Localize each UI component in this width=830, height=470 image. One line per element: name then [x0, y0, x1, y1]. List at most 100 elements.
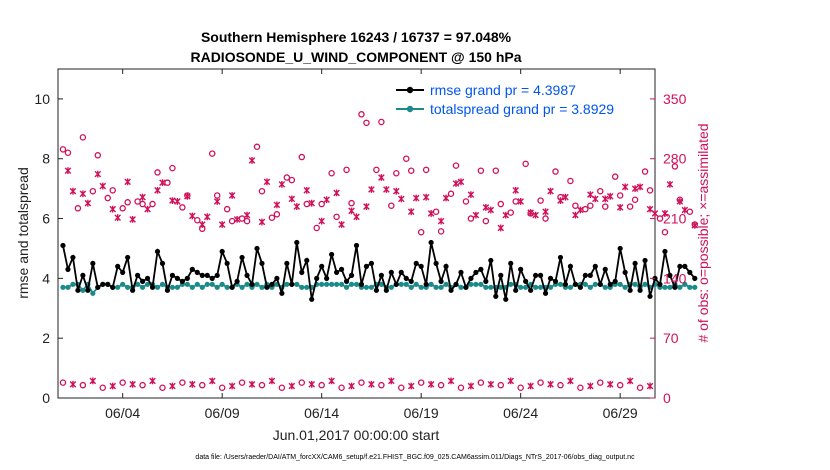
- y-axis-label-right: # of obs: o=possible; ×=assimilated: [695, 123, 711, 342]
- obs-count-series: [59, 111, 699, 391]
- obs-possible-point: [582, 205, 589, 213]
- obs-possible-point: [64, 149, 72, 156]
- obs-assimilated-point: [601, 195, 609, 203]
- obs-assimilated-point: [422, 193, 430, 201]
- obs-possible-low-point: [417, 379, 425, 386]
- obs-assimilated-point: [532, 211, 539, 219]
- rmse-point: [518, 266, 524, 272]
- obs-assimilated-point: [233, 216, 241, 223]
- y-axis-label-left: rmse and totalspread: [15, 167, 31, 299]
- rmse-point: [144, 275, 151, 281]
- totalspread-point: [219, 281, 225, 287]
- obs-assimilated-low-point: [208, 377, 216, 385]
- obs-possible-point: [124, 199, 131, 206]
- obs-assimilated-low-point: [388, 377, 395, 385]
- rmse-point: [632, 260, 638, 267]
- totalspread-point: [80, 287, 86, 293]
- x-tick-label: 06/04: [105, 405, 140, 421]
- obs-possible-point: [288, 176, 296, 184]
- rmse-point: [637, 287, 643, 293]
- rmse-point: [413, 260, 419, 267]
- totalspread-point: [582, 281, 588, 287]
- rmse-point: [159, 260, 166, 267]
- rmse-point: [309, 296, 315, 302]
- obs-assimilated-point: [542, 208, 549, 216]
- rmse-point: [154, 248, 161, 255]
- obs-assimilated-low-point: [626, 377, 634, 385]
- totalspread-point: [483, 284, 489, 290]
- obs-assimilated-point: [502, 211, 510, 219]
- rmse-point: [468, 275, 474, 281]
- left-tick-label: 0: [42, 390, 50, 406]
- legend-rmse-marker: [406, 86, 414, 94]
- obs-assimilated-point: [547, 187, 554, 195]
- totalspread-point: [368, 284, 375, 290]
- rmse-point: [110, 284, 116, 290]
- obs-possible-point: [602, 203, 609, 210]
- obs-assimilated-point: [636, 183, 644, 191]
- obs-possible-point: [89, 187, 97, 195]
- totalspread-point: [329, 281, 335, 287]
- totalspread-point: [592, 281, 598, 287]
- obs-possible-point: [656, 215, 664, 222]
- obs-possible-point: [333, 213, 340, 221]
- obs-assimilated-point: [592, 195, 599, 203]
- totalspread-point: [413, 281, 419, 287]
- obs-possible-low-point: [199, 381, 206, 389]
- totalspread-point: [508, 281, 514, 287]
- obs-assimilated-low-point: [527, 382, 534, 390]
- obs-assimilated-point: [472, 211, 480, 219]
- obs-assimilated-point: [333, 189, 340, 197]
- obs-assimilated-point: [407, 208, 415, 216]
- legend-spread-marker: [406, 105, 414, 113]
- rmse-point: [304, 257, 310, 264]
- totalspread-point: [642, 281, 648, 287]
- rmse-point: [567, 263, 574, 269]
- obs-assimilated-low-point: [567, 377, 574, 385]
- obs-assimilated-point: [323, 196, 330, 204]
- obs-possible-point: [59, 146, 67, 153]
- obs-assimilated-point: [517, 198, 524, 205]
- rmse-point: [533, 272, 539, 278]
- rmse-point: [65, 266, 71, 272]
- obs-assimilated-point: [437, 217, 445, 225]
- totalspread-point: [343, 284, 350, 290]
- obs-assimilated-point: [681, 206, 689, 214]
- obs-possible-low-point: [79, 381, 87, 389]
- obs-possible-point: [94, 152, 102, 159]
- obs-assimilated-point: [308, 199, 316, 207]
- rmse-point: [557, 254, 564, 261]
- rmse-point: [204, 272, 210, 278]
- rmse-point: [692, 275, 698, 281]
- totalspread-point: [533, 284, 539, 290]
- left-tick-label: 2: [42, 330, 50, 346]
- obs-assimilated-low-point: [308, 380, 316, 388]
- rmse-point: [503, 296, 509, 302]
- right-tick-label: 140: [663, 270, 687, 286]
- rmse-point: [90, 260, 96, 267]
- obs-assimilated-point: [691, 221, 699, 229]
- obs-possible-low-point: [298, 379, 306, 386]
- obs-possible-point: [303, 200, 310, 208]
- totalspread-point: [254, 281, 260, 287]
- totalspread-point: [244, 281, 250, 287]
- obs-possible-point: [646, 187, 654, 194]
- rmse-point: [60, 242, 66, 249]
- obs-assimilated-low-point: [487, 380, 495, 388]
- obs-possible-point: [208, 150, 216, 157]
- totalspread-point: [473, 281, 479, 287]
- rmse-point: [667, 272, 673, 278]
- obs-assimilated-point: [577, 206, 584, 214]
- obs-possible-low-point: [238, 379, 246, 386]
- obs-possible-point: [104, 194, 112, 202]
- rmse-point: [259, 260, 265, 267]
- totalspread-point: [537, 284, 544, 290]
- totalspread-point: [184, 281, 190, 287]
- rmse-point: [358, 281, 365, 287]
- rmse-point: [264, 284, 270, 290]
- obs-possible-point: [378, 118, 385, 126]
- rmse-point: [105, 281, 111, 287]
- obs-assimilated-point: [442, 194, 450, 202]
- rmse-point: [100, 281, 106, 287]
- obs-assimilated-point: [94, 170, 102, 178]
